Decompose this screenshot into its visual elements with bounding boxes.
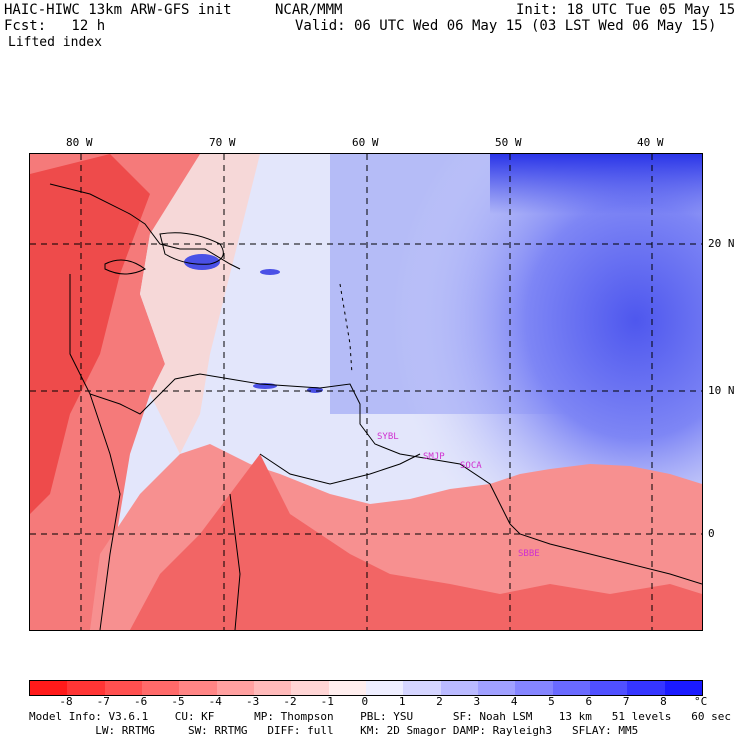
map-svg [30,154,702,630]
colorbar-tick-label: -1 [320,695,334,708]
colorbar-tick-label: -6 [134,695,148,708]
forecast-hour: Fcst: 12 h [4,18,106,34]
colorbar-tick-label: -8 [59,695,73,708]
colorbar-swatch [664,681,702,695]
model-title: HAIC-HIWC 13km ARW-GFS init [4,2,232,18]
latlon-grid [30,154,702,630]
colorbar-tick-label: -2 [283,695,297,708]
lon-label-40w: 40 W [637,136,664,149]
colorbar-tick-label: -4 [208,695,222,708]
colorbar-tick-label: 8 [660,695,667,708]
colorbar-tick-label: 6 [585,695,593,708]
colorbar-tick-label: 1 [398,695,406,708]
colorbar-tick-label: -3 [246,695,260,708]
lifted-index-map: SYBL SMJP SOCA SBBE [29,153,703,631]
colorbar-swatch [141,681,180,695]
cuba-blue-patch [260,269,280,275]
colorbar-swatch [589,681,628,695]
colorbar-tick-label: 4 [510,695,518,708]
colorbar-tick-label: 3 [473,695,481,708]
colorbar-swatch [253,681,292,695]
lon-label-60w: 60 W [352,136,379,149]
lat-label-0: 0 [708,527,715,540]
colorbar-swatch [403,681,441,695]
colorbar-swatch [477,681,516,695]
model-info-line1: Model Info: V3.6.1 CU: KF MP: Thompson P… [29,710,731,723]
colorbar-tick-label: 2 [436,695,443,708]
init-time: Init: 18 UTC Tue 05 May 15 [516,2,736,18]
valid-time: Valid: 06 UTC Wed 06 May 15 (03 LST Wed … [295,18,717,34]
lat-label-20n: 20 N [708,237,735,250]
colorbar-tick-label: -7 [96,695,110,708]
org-label: NCAR/MMM [275,2,343,18]
transition-band [140,154,260,454]
colorbar-tick-label: 7 [622,695,630,708]
colorbar-tick-label: -5 [171,695,185,708]
ocean-deep-blue [490,154,702,214]
station-smjp: SMJP [423,452,445,462]
colorbar-swatch [30,681,68,695]
model-info-line2: LW: RRTMG SW: RRTMG DIFF: full KM: 2D Sm… [29,724,639,737]
colorbar-swatch [291,681,329,695]
colorbar-unit: °C [694,695,708,708]
colorbar-swatch [67,681,105,695]
colorbar-swatch [515,681,553,695]
coastlines [49,183,702,630]
colorbar-swatch [104,681,142,695]
colorbar-swatch [627,681,665,695]
station-sybl: SYBL [377,432,399,442]
station-soca: SOCA [460,461,482,471]
hispaniola-blue-patch [184,254,220,270]
colorbar-tick-label: 0 [361,695,369,708]
colorbar [29,680,703,696]
colorbar-tick-label: 5 [548,695,555,708]
colorbar-swatch [216,681,254,695]
south-unstable-core [130,454,702,630]
colorbar-swatch [440,681,478,695]
lon-label-70w: 70 W [209,136,236,149]
colorbar-swatch [179,681,217,695]
field-name: Lifted index [8,35,102,50]
lon-label-80w: 80 W [66,136,93,149]
colorbar-swatch [328,681,366,695]
station-sbbe: SBBE [518,549,540,559]
colorbar-swatch [365,681,404,695]
lat-label-10n: 10 N [708,384,735,397]
lon-label-50w: 50 W [495,136,522,149]
colorbar-swatch [552,681,590,695]
